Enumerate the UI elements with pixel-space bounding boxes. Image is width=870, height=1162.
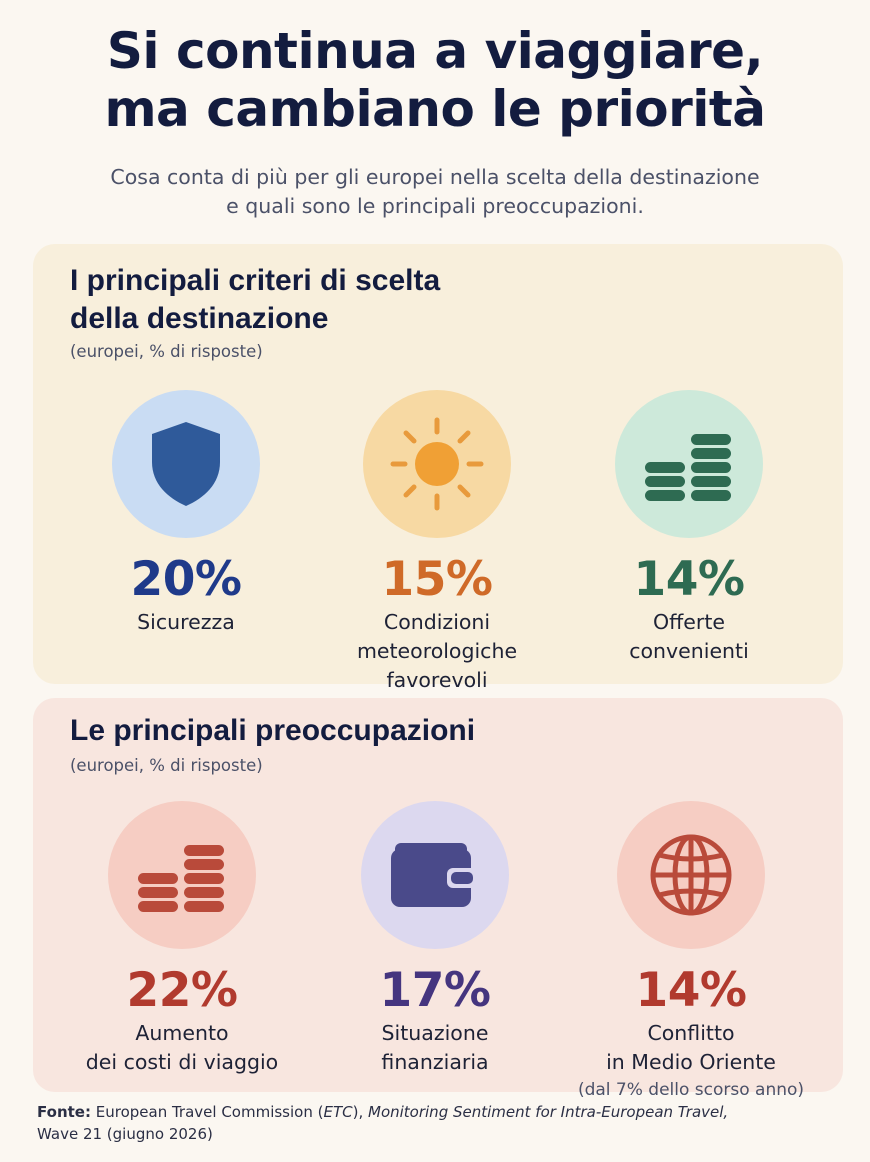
title-line-1: Si continua a viaggiare, xyxy=(106,22,764,80)
concerns-label: Conflitto in Medio Oriente xyxy=(561,1019,821,1077)
concerns-label: Aumento dei costi di viaggio xyxy=(52,1019,312,1077)
title-line-2: ma cambiano le priorità xyxy=(104,80,766,138)
concerns-item-conflict: 14% Conflitto in Medio Oriente (dal 7% d… xyxy=(561,801,821,1103)
criteria-note: (europei, % di risposte) xyxy=(70,342,263,361)
concerns-value: 14% xyxy=(635,963,748,1018)
page-subtitle: Cosa conta di più per gli europei nella … xyxy=(0,163,870,221)
concerns-value: 17% xyxy=(379,963,492,1018)
concerns-label-line: Situazione xyxy=(381,1021,489,1045)
concerns-value: 22% xyxy=(126,963,239,1018)
coins-icon xyxy=(645,434,731,501)
criteria-icon-circle xyxy=(615,390,763,538)
criteria-item-weather: 15% Condizioni meteorologiche favorevoli xyxy=(307,390,567,695)
wallet-icon xyxy=(391,843,477,907)
concerns-label-line: in Medio Oriente xyxy=(606,1050,776,1074)
concerns-icon-circle xyxy=(361,801,509,949)
criteria-value: 20% xyxy=(130,552,243,607)
criteria-label-line: favorevoli xyxy=(386,668,488,692)
criteria-item-safety: 20% Sicurezza xyxy=(56,390,316,637)
concerns-label-line: Conflitto xyxy=(647,1021,735,1045)
concerns-label-line: Aumento xyxy=(135,1021,229,1045)
criteria-label-line: Sicurezza xyxy=(137,610,235,634)
concerns-panel: Le principali preoccupazioni (europei, %… xyxy=(33,698,843,1100)
source-wave: Wave 21 (giugno 2026) xyxy=(37,1125,213,1143)
concerns-note: (europei, % di risposte) xyxy=(70,756,263,775)
criteria-item-deals: 14% Offerte convenienti xyxy=(559,390,819,666)
criteria-label: Offerte convenienti xyxy=(559,608,819,666)
coins-icon xyxy=(138,845,224,912)
source-org-abbr: ETC xyxy=(323,1103,353,1121)
source-report: Monitoring Sentiment for Intra-European … xyxy=(368,1103,729,1121)
criteria-label-line: Offerte xyxy=(653,610,725,634)
sun-icon xyxy=(390,417,484,511)
source-org-close: ), xyxy=(352,1103,364,1121)
concerns-icon-circle xyxy=(108,801,256,949)
concerns-item-costs: 22% Aumento dei costi di viaggio xyxy=(52,801,312,1077)
concerns-label: Situazione finanziaria xyxy=(305,1019,565,1077)
page-title: Si continua a viaggiare, ma cambiano le … xyxy=(0,22,870,138)
subtitle-line-1: Cosa conta di più per gli europei nella … xyxy=(110,165,760,189)
source-org: European Travel Commission ( xyxy=(95,1103,324,1121)
source-prefix: Fonte: xyxy=(37,1103,91,1121)
concerns-title: Le principali preoccupazioni xyxy=(70,714,476,747)
shield-icon xyxy=(152,422,220,506)
criteria-label: Sicurezza xyxy=(56,608,316,637)
globe-icon xyxy=(650,834,732,916)
criteria-icon-circle xyxy=(112,390,260,538)
subtitle-line-2: e quali sono le principali preoccupazion… xyxy=(226,194,644,218)
concerns-sublabel: (dal 7% dello scorso anno) xyxy=(577,1080,805,1100)
criteria-label-line: Condizioni xyxy=(383,610,491,634)
criteria-label: Condizioni meteorologiche favorevoli xyxy=(307,608,567,695)
source-note: Fonte: European Travel Commission (ETC),… xyxy=(37,1101,837,1145)
criteria-title: I principali criteri di scelta della des… xyxy=(70,262,440,338)
criteria-label-line: convenienti xyxy=(629,639,749,663)
criteria-panel: I principali criteri di scelta della des… xyxy=(33,244,843,692)
concerns-label-line: dei costi di viaggio xyxy=(85,1050,279,1074)
criteria-value: 15% xyxy=(381,552,494,607)
criteria-value: 14% xyxy=(633,552,746,607)
criteria-title-line-1: I principali criteri di scelta xyxy=(70,264,441,297)
criteria-title-line-2: della destinazione xyxy=(70,302,329,335)
concerns-label-line: finanziaria xyxy=(381,1050,489,1074)
criteria-icon-circle xyxy=(363,390,511,538)
concerns-icon-circle xyxy=(617,801,765,949)
criteria-label-line: meteorologiche xyxy=(356,639,518,663)
concerns-item-finance: 17% Situazione finanziaria xyxy=(305,801,565,1077)
